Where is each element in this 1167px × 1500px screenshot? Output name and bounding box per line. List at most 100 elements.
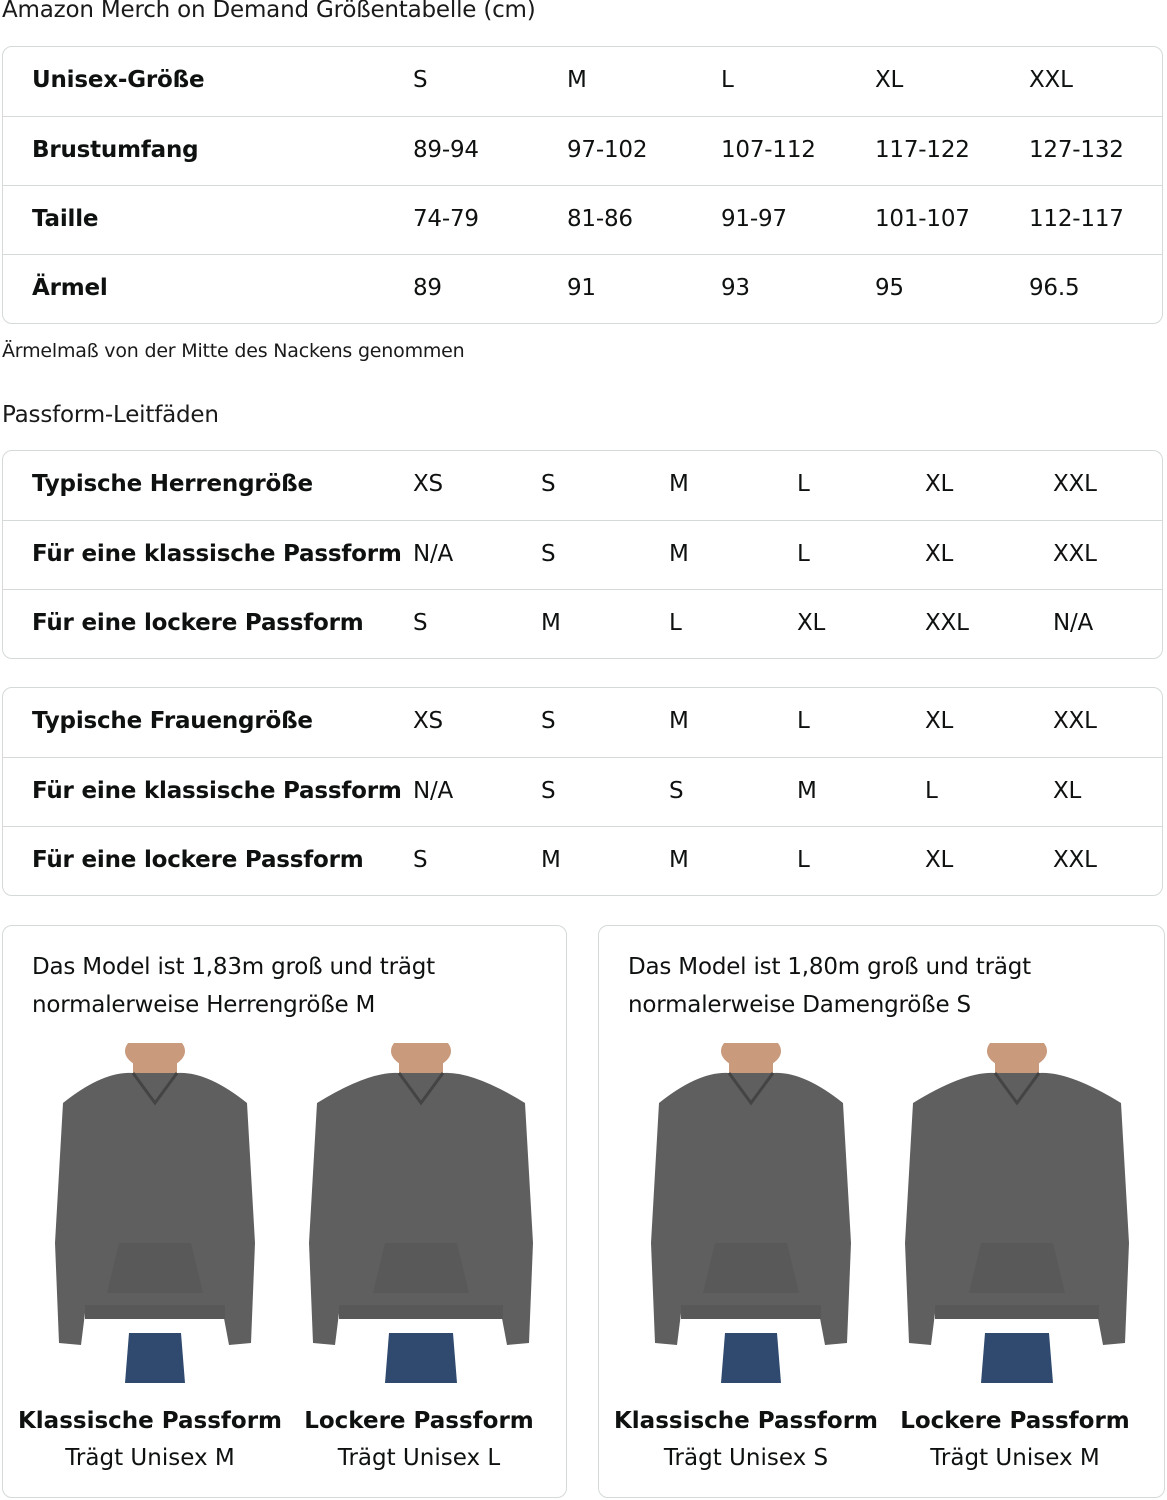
worn-size: Trägt Unisex M [930, 1445, 1100, 1471]
fit-caption: Lockere Passform Trägt Unisex M [880, 1404, 1150, 1478]
table-cell: L [797, 708, 810, 734]
worn-size: Trägt Unisex M [65, 1445, 235, 1471]
table-cell: S [669, 778, 684, 804]
table-cell: 101-107 [875, 206, 970, 232]
table-cell: S [541, 471, 556, 497]
worn-size: Trägt Unisex L [337, 1445, 501, 1471]
table-cell: 97-102 [567, 137, 648, 163]
table-cell: N/A [413, 778, 454, 804]
model-description: Das Model ist 1,80m groß und trägt norma… [628, 954, 1031, 1018]
table-cell: XL [797, 610, 826, 636]
table-cell: M [567, 67, 587, 93]
table-cell: XXL [925, 610, 969, 636]
row-label: Ärmel [32, 275, 108, 301]
fit-name: Lockere Passform [304, 1408, 534, 1434]
table-cell: L [669, 610, 682, 636]
table-cell: 89-94 [413, 137, 479, 163]
row-label: Brustumfang [32, 137, 199, 163]
table-cell: M [669, 708, 689, 734]
men-model-card: Das Model ist 1,83m groß und trägt norma… [2, 925, 567, 1498]
table-row: Typische Herrengröße XS S M L XL XXL [3, 451, 1162, 520]
table-cell: L [721, 67, 734, 93]
table-row: Brustumfang 89-94 97-102 107-112 117-122 127-… [3, 116, 1162, 185]
table-cell: 81-86 [567, 206, 633, 232]
fit-caption: Klassische Passform Trägt Unisex S [611, 1404, 881, 1478]
fit-caption: Klassische Passform Trägt Unisex M [15, 1404, 285, 1478]
table-row: Für eine klassische Passform N/A S M L XL XXL [3, 520, 1162, 589]
table-cell: XXL [1029, 67, 1073, 93]
sleeve-note: Ärmelmaß von der Mitte des Nackens genom… [2, 340, 465, 362]
table-cell: 95 [875, 275, 904, 301]
table-cell: L [797, 541, 810, 567]
women-fit-table: Typische Frauengröße XS S M L XL XXL Für eine k… [2, 687, 1163, 896]
table-cell: XL [925, 471, 954, 497]
fit-name: Klassische Passform [17, 1408, 283, 1434]
table-cell: 107-112 [721, 137, 816, 163]
row-label: Typische Frauengröße [32, 708, 313, 734]
fit-name: Klassische Passform [613, 1408, 879, 1434]
table-cell: 127-132 [1029, 137, 1124, 163]
row-label: Für eine klassische Passform [32, 541, 402, 567]
row-label: Taille [32, 206, 99, 232]
relaxed-fit-model-image [299, 1033, 539, 1383]
table-cell: XL [925, 708, 954, 734]
table-cell: 91-97 [721, 206, 787, 232]
row-label: Typische Herrengröße [32, 471, 313, 497]
classic-fit-model-image [33, 1033, 273, 1383]
worn-size: Trägt Unisex S [663, 1445, 829, 1471]
table-cell: XL [875, 67, 904, 93]
table-cell: M [669, 471, 689, 497]
table-cell: XS [413, 471, 443, 497]
table-cell: XXL [1053, 847, 1097, 873]
model-description: Das Model ist 1,83m groß und trägt norma… [32, 954, 435, 1018]
women-model-card: Das Model ist 1,80m groß und trägt norma… [598, 925, 1165, 1498]
table-row: Ärmel 89 91 93 95 96.5 [3, 254, 1162, 323]
fit-guide-heading: Passform-Leitfäden [2, 402, 219, 428]
table-cell: 74-79 [413, 206, 479, 232]
table-cell: 91 [567, 275, 596, 301]
table-cell: S [541, 541, 556, 567]
table-cell: L [797, 847, 810, 873]
table-cell: N/A [413, 541, 454, 567]
classic-fit-model-image [629, 1033, 869, 1383]
table-row: Taille 74-79 81-86 91-97 101-107 112-117 [3, 185, 1162, 254]
fit-name: Lockere Passform [900, 1408, 1130, 1434]
table-cell: N/A [1053, 610, 1094, 636]
table-cell: 93 [721, 275, 750, 301]
table-cell: L [925, 778, 938, 804]
table-row: Für eine lockere Passform S M M L XL XXL [3, 826, 1162, 895]
table-cell: 89 [413, 275, 442, 301]
table-cell: XS [413, 708, 443, 734]
table-cell: S [413, 847, 428, 873]
row-label: Für eine lockere Passform [32, 847, 364, 873]
table-row: Für eine klassische Passform N/A S S M L XL [3, 757, 1162, 826]
table-cell: XL [925, 541, 954, 567]
row-label: Für eine lockere Passform [32, 610, 364, 636]
table-row: Für eine lockere Passform S M L XL XXL N/A [3, 589, 1162, 658]
table-row: Unisex-Größe S M L XL XXL [3, 47, 1162, 116]
table-cell: 117-122 [875, 137, 970, 163]
table-cell: XXL [1053, 708, 1097, 734]
table-cell: M [541, 610, 561, 636]
table-cell: M [669, 541, 689, 567]
table-cell: XXL [1053, 471, 1097, 497]
table-cell: XL [1053, 778, 1082, 804]
unisex-size-table: Unisex-Größe S M L XL XXL Brustumfang 89-94 97-1… [2, 46, 1163, 324]
table-cell: 112-117 [1029, 206, 1124, 232]
table-cell: M [669, 847, 689, 873]
table-cell: M [797, 778, 817, 804]
table-cell: 96.5 [1029, 275, 1080, 301]
table-cell: S [413, 610, 428, 636]
table-cell: M [541, 847, 561, 873]
relaxed-fit-model-image [895, 1033, 1135, 1383]
page-title: Amazon Merch on Demand Größentabelle (cm… [2, 0, 536, 23]
table-cell: XL [925, 847, 954, 873]
table-cell: L [797, 471, 810, 497]
table-cell: S [413, 67, 428, 93]
table-cell: XXL [1053, 541, 1097, 567]
table-row: Typische Frauengröße XS S M L XL XXL [3, 688, 1162, 757]
row-label: Unisex-Größe [32, 67, 205, 93]
fit-caption: Lockere Passform Trägt Unisex L [284, 1404, 554, 1478]
row-label: Für eine klassische Passform [32, 778, 402, 804]
table-cell: S [541, 708, 556, 734]
